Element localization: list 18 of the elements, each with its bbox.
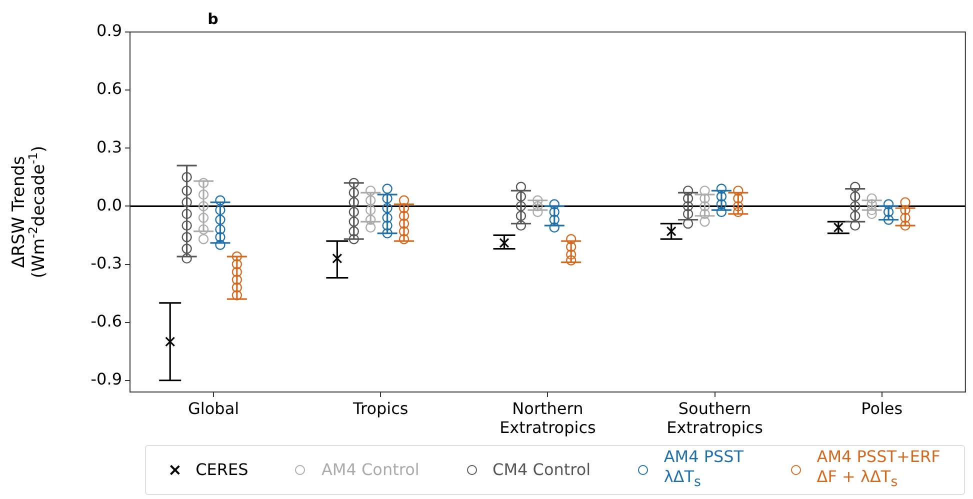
legend-label: CM4 Control [492, 460, 591, 480]
y-tick-label: 0.3 [96, 137, 122, 156]
legend-label: AM4 PSST+ERF ΔF + λΔT$_{s}$ [816, 446, 940, 492]
text: b [208, 10, 219, 28]
y-tick-label: -0.3 [90, 253, 122, 272]
legend-label: AM4 Control [321, 460, 420, 480]
y-tick-label: 0.6 [96, 79, 122, 98]
y-tick-label: -0.6 [90, 311, 122, 330]
y-tick-label: 0.0 [96, 195, 122, 214]
legend-label: AM4 PSST λΔT$_{s}$ [664, 446, 744, 492]
y-tick-label: -0.9 [90, 370, 122, 389]
y-tick-label: 0.9 [96, 21, 122, 40]
x-tick-label: Poles [861, 398, 903, 418]
legend-label: CERES [196, 460, 248, 480]
x-tick-label: Southern Extratropics [666, 398, 763, 437]
x-tick-label: Global [188, 398, 240, 418]
x-tick-label: Tropics [352, 398, 408, 418]
x-tick-label: Northern Extratropics [500, 398, 596, 437]
